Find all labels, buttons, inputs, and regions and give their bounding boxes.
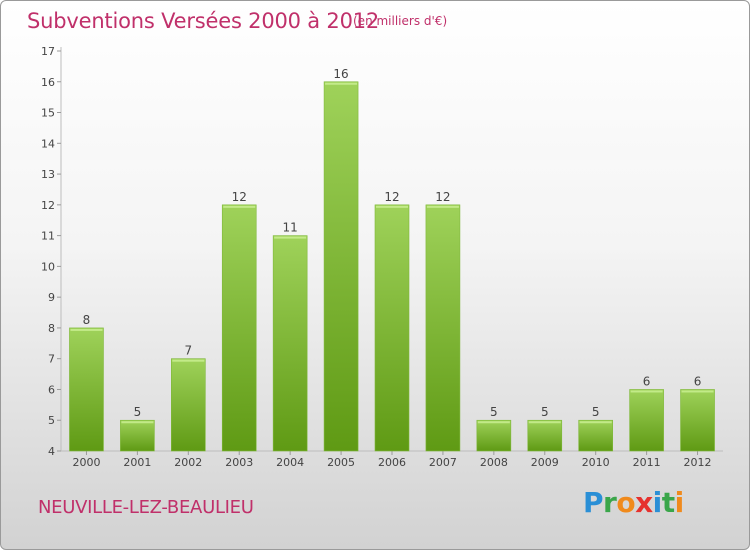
data-label: 5 (490, 405, 498, 419)
bar-highlight (274, 236, 307, 239)
bar-highlight (477, 421, 510, 424)
data-label: 11 (283, 221, 298, 235)
y-tick-label: 5 (48, 414, 55, 427)
data-label: 16 (333, 67, 348, 81)
y-tick-label: 9 (48, 291, 55, 304)
x-tick-label: 2008 (480, 456, 508, 469)
x-tick-label: 2010 (582, 456, 610, 469)
bar-highlight (325, 82, 358, 85)
bar-highlight (172, 359, 205, 362)
x-tick-label: 2005 (327, 456, 355, 469)
y-tick-label: 11 (41, 230, 55, 243)
data-label: 12 (232, 190, 247, 204)
data-label: 12 (435, 190, 450, 204)
chart-title: Subventions Versées 2000 à 2012 (27, 9, 380, 33)
y-tick-label: 8 (48, 322, 55, 335)
bar-highlight (121, 421, 154, 424)
bar-2011 (629, 389, 664, 452)
y-tick-label: 17 (41, 45, 55, 58)
bar-highlight (223, 205, 256, 208)
x-tick-label: 2004 (276, 456, 304, 469)
bar-2007 (425, 204, 461, 452)
bar-2009 (527, 419, 563, 452)
bar-2006 (374, 204, 410, 452)
data-label: 6 (694, 374, 702, 388)
bar-2001 (120, 419, 155, 452)
bar-2008 (476, 419, 512, 452)
data-label: 5 (541, 405, 549, 419)
bar-highlight (426, 205, 459, 208)
x-tick-label: 2007 (429, 456, 457, 469)
commune-name: NEUVILLE-LEZ-BEAULIEU (38, 497, 254, 518)
data-label: 7 (184, 344, 192, 358)
chart-labels: 2000 8 2001 5 2002 7 2003 12 2004 11 2005 16 2006 12 2… (72, 67, 711, 469)
bar-2003 (221, 204, 257, 452)
bar-highlight (681, 390, 714, 393)
bar-highlight (70, 328, 103, 331)
x-tick-label: 2012 (684, 456, 712, 469)
y-tick-label: 10 (41, 260, 55, 273)
bar-2002 (171, 358, 206, 452)
x-tick-label: 2006 (378, 456, 406, 469)
x-tick-label: 2000 (72, 456, 100, 469)
y-tick-label: 12 (41, 199, 55, 212)
data-label: 8 (83, 313, 91, 327)
y-tick-label: 13 (41, 168, 55, 181)
bar-2010 (578, 419, 613, 452)
bar-highlight (528, 421, 561, 424)
data-label: 6 (643, 374, 651, 388)
proxiti-logo: Proxiti (583, 486, 684, 519)
bar-2005 (323, 81, 359, 452)
x-tick-label: 2003 (225, 456, 253, 469)
y-tick-label: 7 (48, 353, 55, 366)
x-tick-label: 2009 (531, 456, 559, 469)
x-tick-label: 2002 (174, 456, 202, 469)
bar-highlight (579, 421, 612, 424)
y-tick-label: 6 (48, 383, 55, 396)
bar-2012 (680, 389, 715, 452)
data-label: 5 (134, 405, 142, 419)
y-tick-label: 15 (41, 107, 55, 120)
y-tick-label: 4 (48, 445, 55, 458)
y-tick-label: 16 (41, 76, 55, 89)
data-label: 12 (384, 190, 399, 204)
x-tick-label: 2001 (123, 456, 151, 469)
bar-highlight (630, 390, 663, 393)
data-label: 5 (592, 405, 600, 419)
y-tick-label: 14 (41, 137, 55, 150)
chart-subtitle: (en milliers d'€) (353, 14, 448, 28)
chart-bars (69, 81, 715, 452)
x-tick-label: 2011 (633, 456, 661, 469)
bar-2000 (69, 327, 104, 452)
bar-highlight (376, 205, 408, 208)
bar-2004 (272, 235, 308, 452)
